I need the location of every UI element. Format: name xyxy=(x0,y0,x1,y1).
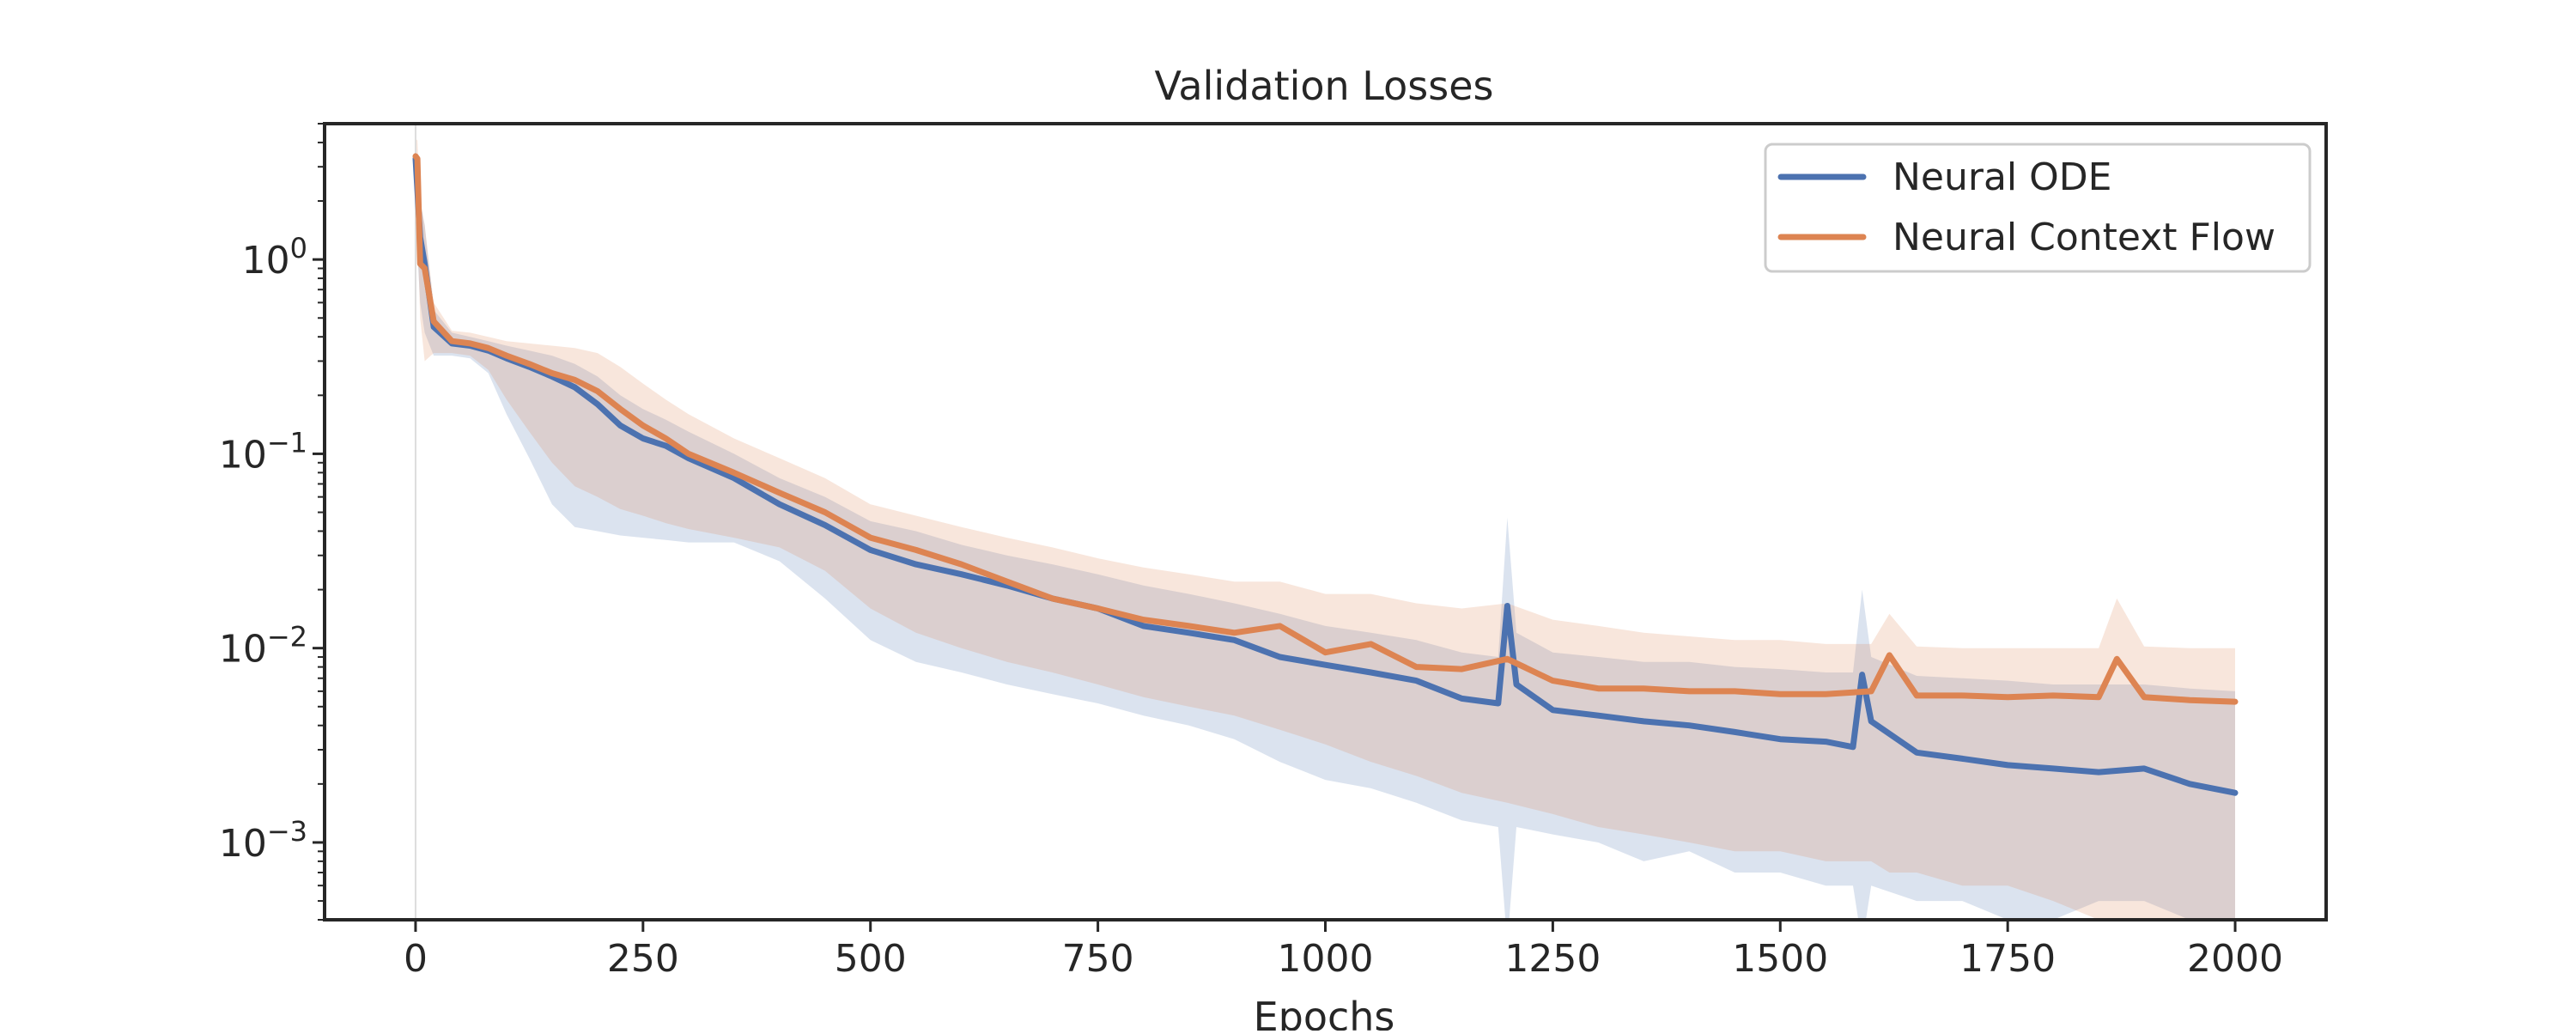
x-tick-label: 2000 xyxy=(2187,937,2283,981)
line-series-1 xyxy=(412,153,2239,705)
line-series-0 xyxy=(412,155,2239,796)
legend-box xyxy=(1764,143,2312,273)
x-tick-label: 1500 xyxy=(1732,937,1828,981)
y-tick-label: 10−2 xyxy=(219,621,307,672)
legend-label-1: Neural Context Flow xyxy=(1893,216,2275,259)
x-tick-label: 500 xyxy=(835,937,907,981)
band-series-0 xyxy=(416,142,2235,920)
confidence-bands xyxy=(416,138,2235,920)
x-axis-label: Epochs xyxy=(1254,994,1395,1031)
legend-label-0: Neural ODE xyxy=(1893,155,2111,199)
chart-title: Validation Losses xyxy=(1155,63,1494,109)
legend: Neural ODE Neural Context Flow xyxy=(1764,143,2312,273)
band-series-1 xyxy=(416,138,2235,920)
y-tick-label: 10−3 xyxy=(219,815,307,866)
x-tick-label: 0 xyxy=(404,937,428,981)
axes: 0 250 500 750 1000 1250 1500 1750 2000 100 10−1 10−… xyxy=(219,122,2328,981)
x-tick-label: 1250 xyxy=(1504,937,1601,981)
x-tick-label: 1750 xyxy=(1959,937,2056,981)
y-tick-label: 100 xyxy=(242,232,307,283)
x-tick-label: 250 xyxy=(607,937,679,981)
series-lines xyxy=(412,153,2239,796)
y-tick-label: 10−1 xyxy=(219,426,307,477)
x-tick-label: 1000 xyxy=(1278,937,1374,981)
x-tick-label: 750 xyxy=(1062,937,1134,981)
